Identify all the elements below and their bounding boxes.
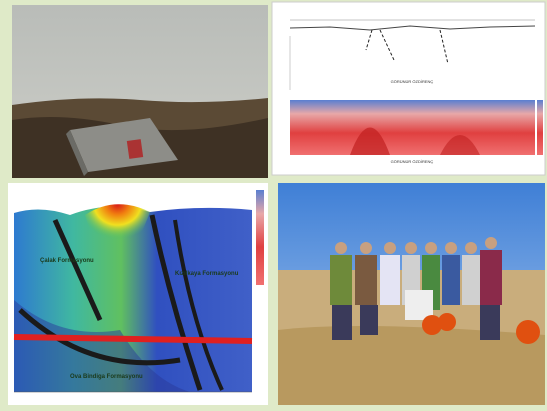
geological-cross-section: Çalak Formasyonu Kızılkaya Formasyonu Ov… [8,183,268,405]
formation-label: Ova Bindiga Formasyonu [70,374,143,380]
formation-label: Kızılkaya Formasyonu [175,271,239,277]
team-photo [278,183,545,405]
field-photo-fog [12,5,268,178]
formation-label: Çalak Formasyonu [40,258,94,264]
chart-label: GÖRÜNÜR ÖZDİRENÇ [391,159,434,164]
chart-label: GÖRÜNÜR ÖZDİRENÇ [391,79,434,84]
resistivity-chart: GÖRÜNÜR ÖZDİRENÇ GÖRÜNÜR ÖZDİRENÇ [271,1,546,176]
